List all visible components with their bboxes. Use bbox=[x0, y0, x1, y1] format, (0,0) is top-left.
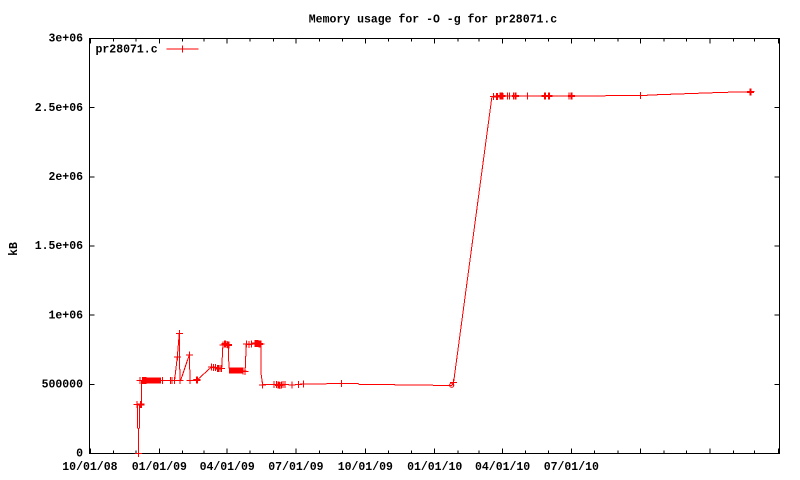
svg-text:07/01/10: 07/01/10 bbox=[544, 461, 599, 474]
svg-text:04/01/09: 04/01/09 bbox=[200, 461, 255, 474]
svg-text:Memory usage for -O -g for pr2: Memory usage for -O -g for pr28071.c bbox=[309, 14, 558, 27]
svg-text:2.5e+06: 2.5e+06 bbox=[35, 102, 83, 115]
svg-text:07/01/09: 07/01/09 bbox=[268, 461, 323, 474]
svg-text:1.5e+06: 1.5e+06 bbox=[35, 240, 83, 253]
svg-text:10/01/08: 10/01/08 bbox=[62, 461, 117, 474]
svg-text:10/01/09: 10/01/09 bbox=[338, 461, 393, 474]
svg-text:3e+06: 3e+06 bbox=[48, 33, 83, 46]
svg-text:2e+06: 2e+06 bbox=[48, 171, 83, 184]
svg-text:0: 0 bbox=[76, 448, 83, 461]
svg-text:pr28071.c: pr28071.c bbox=[96, 44, 158, 57]
svg-text:1e+06: 1e+06 bbox=[48, 309, 83, 322]
svg-text:01/01/09: 01/01/09 bbox=[132, 461, 187, 474]
svg-text:01/01/10: 01/01/10 bbox=[407, 461, 462, 474]
svg-text:04/01/10: 04/01/10 bbox=[475, 461, 530, 474]
svg-text:500000: 500000 bbox=[42, 379, 84, 392]
svg-text:kB: kB bbox=[8, 242, 21, 256]
